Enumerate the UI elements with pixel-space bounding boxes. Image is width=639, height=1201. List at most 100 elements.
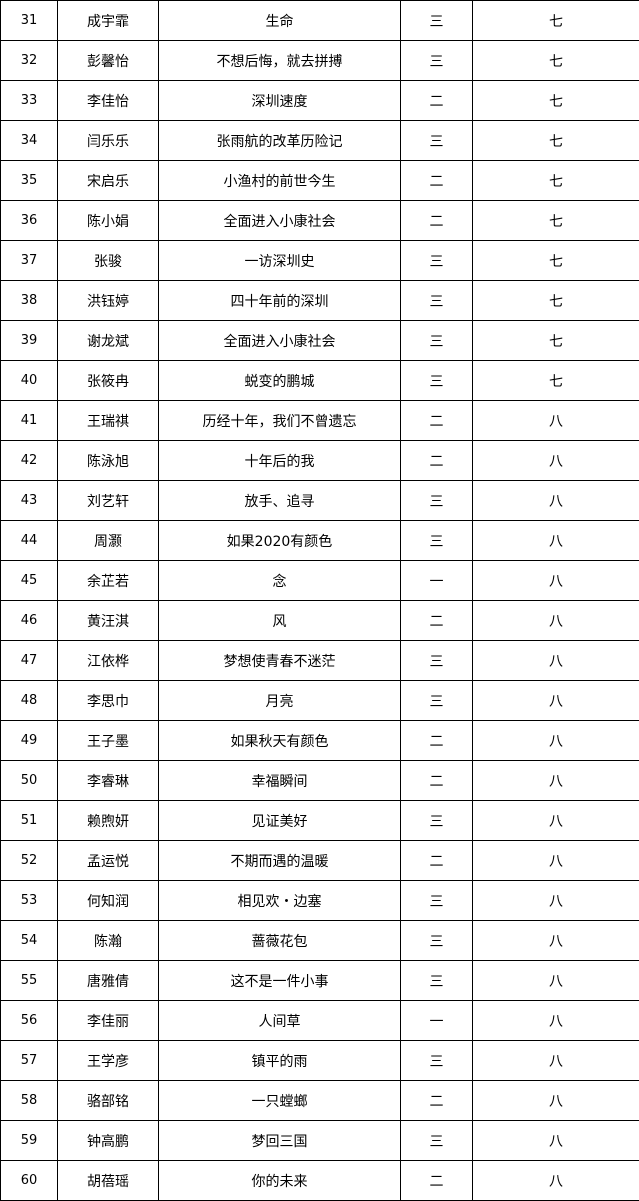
class-group-cell: 八: [472, 840, 639, 881]
student-name-cell: 洪钰婷: [57, 280, 159, 321]
row-number-cell: 58: [0, 1080, 58, 1121]
class-group-cell: 八: [472, 600, 639, 641]
row-number-cell: 39: [0, 320, 58, 361]
row-number-cell: 46: [0, 600, 58, 641]
class-group-cell: 八: [472, 1040, 639, 1081]
student-name-cell: 刘艺轩: [57, 480, 159, 521]
work-title-cell: 蔷薇花包: [158, 920, 401, 961]
grade-level-cell: 三: [400, 520, 473, 561]
row-number-cell: 31: [0, 0, 58, 41]
table-row: 50 李睿琳 幸福瞬间二八: [0, 760, 639, 801]
student-name-cell: 陈小娟: [57, 200, 159, 241]
grade-level-cell: 二: [400, 80, 473, 121]
table-row: 45 余芷若念一八: [0, 560, 639, 601]
row-number-cell: 54: [0, 920, 58, 961]
grade-level-cell: 三: [400, 0, 473, 41]
student-name-cell: 王子墨: [57, 720, 159, 761]
table-row: 47 江依桦 梦想使青春不迷茫三八: [0, 640, 639, 681]
grade-level-cell: 三: [400, 280, 473, 321]
student-name-cell: 彭馨怡: [57, 40, 159, 81]
table-row: 56 李佳丽 人间草一八: [0, 1000, 639, 1041]
work-title-cell: 梦回三国: [158, 1120, 401, 1161]
table-row: 31 成宇霏 生命三七: [0, 0, 639, 41]
class-group-cell: 八: [472, 880, 639, 921]
student-name-cell: 骆部铭: [57, 1080, 159, 1121]
work-title-cell: 不想后悔，就去拼搏: [158, 40, 401, 81]
student-name-cell: 何知润: [57, 880, 159, 921]
work-title-cell: 一只螳螂: [158, 1080, 401, 1121]
row-number-cell: 51: [0, 800, 58, 841]
grade-level-cell: 三: [400, 1040, 473, 1081]
table-row: 33 李佳怡 深圳速度二七: [0, 80, 639, 121]
class-group-cell: 八: [472, 680, 639, 721]
table-row: 59 钟高鹏 梦回三国三八: [0, 1120, 639, 1161]
grade-level-cell: 三: [400, 680, 473, 721]
grade-level-cell: 二: [400, 600, 473, 641]
work-title-cell: 历经十年，我们不曾遗忘: [158, 400, 401, 441]
class-group-cell: 七: [472, 240, 639, 281]
grade-level-cell: 三: [400, 920, 473, 961]
table-row: 53 何知润 相见欢・边塞三八: [0, 880, 639, 921]
table-row: 48 李思巾 月亮三八: [0, 680, 639, 721]
student-name-cell: 张筱冉: [57, 360, 159, 401]
grade-level-cell: 一: [400, 1000, 473, 1041]
work-title-cell: 蜕变的鹏城: [158, 360, 401, 401]
grade-level-cell: 二: [400, 720, 473, 761]
row-number-cell: 55: [0, 960, 58, 1001]
row-number-cell: 59: [0, 1120, 58, 1161]
table-row: 58 骆部铭 一只螳螂二八: [0, 1080, 639, 1121]
table-row: 32 彭馨怡 不想后悔，就去拼搏三七: [0, 40, 639, 81]
student-name-cell: 余芷若: [57, 560, 159, 601]
student-name-cell: 陈泳旭: [57, 440, 159, 481]
class-group-cell: 八: [472, 920, 639, 961]
table-row: 42 陈泳旭 十年后的我二八: [0, 440, 639, 481]
grade-level-cell: 三: [400, 120, 473, 161]
grade-level-cell: 三: [400, 880, 473, 921]
row-number-cell: 41: [0, 400, 58, 441]
grade-level-cell: 二: [400, 440, 473, 481]
class-group-cell: 七: [472, 320, 639, 361]
work-title-cell: 不期而遇的温暖: [158, 840, 401, 881]
class-group-cell: 八: [472, 480, 639, 521]
table-row: 49 王子墨 如果秋天有颜色二八: [0, 720, 639, 761]
row-number-cell: 33: [0, 80, 58, 121]
row-number-cell: 49: [0, 720, 58, 761]
table-row: 36 陈小娟 全面进入小康社会二七: [0, 200, 639, 241]
grade-level-cell: 三: [400, 480, 473, 521]
table-row: 41 王瑞祺 历经十年，我们不曾遗忘二八: [0, 400, 639, 441]
student-name-cell: 李佳丽: [57, 1000, 159, 1041]
row-number-cell: 34: [0, 120, 58, 161]
student-name-cell: 王瑞祺: [57, 400, 159, 441]
row-number-cell: 42: [0, 440, 58, 481]
work-title-cell: 如果秋天有颜色: [158, 720, 401, 761]
work-title-cell: 全面进入小康社会: [158, 320, 401, 361]
row-number-cell: 52: [0, 840, 58, 881]
class-group-cell: 八: [472, 720, 639, 761]
class-group-cell: 八: [472, 560, 639, 601]
student-name-cell: 胡蓓瑶: [57, 1160, 159, 1201]
row-number-cell: 60: [0, 1160, 58, 1201]
table-row: 57 王学彦 镇平的雨三八: [0, 1040, 639, 1081]
class-group-cell: 八: [472, 440, 639, 481]
row-number-cell: 50: [0, 760, 58, 801]
table-row: 55 唐雅倩 这不是一件小事三八: [0, 960, 639, 1001]
grade-level-cell: 三: [400, 800, 473, 841]
student-name-cell: 钟高鹏: [57, 1120, 159, 1161]
grade-level-cell: 二: [400, 840, 473, 881]
work-title-cell: 幸福瞬间: [158, 760, 401, 801]
work-title-cell: 月亮: [158, 680, 401, 721]
grade-level-cell: 二: [400, 1160, 473, 1201]
class-group-cell: 七: [472, 0, 639, 41]
row-number-cell: 36: [0, 200, 58, 241]
student-name-cell: 李睿琳: [57, 760, 159, 801]
class-group-cell: 七: [472, 200, 639, 241]
grade-level-cell: 三: [400, 960, 473, 1001]
work-title-cell: 风: [158, 600, 401, 641]
work-title-cell: 人间草: [158, 1000, 401, 1041]
grade-level-cell: 一: [400, 560, 473, 601]
table-row: 35 宋启乐 小渔村的前世今生二七: [0, 160, 639, 201]
grade-level-cell: 三: [400, 360, 473, 401]
work-title-cell: 念: [158, 560, 401, 601]
work-title-cell: 生命: [158, 0, 401, 41]
